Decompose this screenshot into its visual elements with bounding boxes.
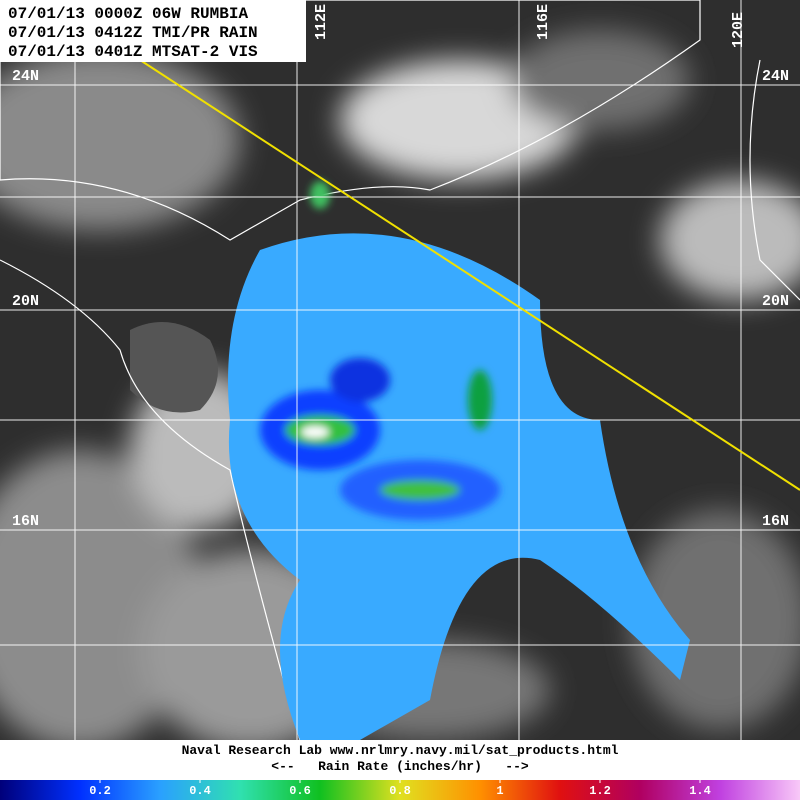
colorbar-tick-label: 1.4 [689, 784, 711, 798]
latitude-label: 20N [12, 293, 39, 310]
taiwan-coast [749, 59, 800, 301]
colorbar-tick-label: 1 [496, 784, 503, 798]
longitude-label: 116E [535, 4, 552, 40]
latitude-label: 16N [762, 513, 789, 530]
scale-caption: <-- Rain Rate (inches/hr) --> [271, 759, 529, 774]
colorbar-tick-label: 0.6 [289, 784, 311, 798]
rain-field [228, 181, 690, 741]
coastline [0, 259, 301, 741]
colorbar-tick-label: 0.4 [189, 784, 211, 798]
latitude-label: 24N [762, 68, 789, 85]
credit: Naval Research Lab www.nrlmry.navy.mil/s… [182, 743, 619, 758]
colorbar-tick-label: 1.2 [589, 784, 611, 798]
colorbar-tick-label: 0.8 [389, 784, 411, 798]
coastline [0, 0, 701, 241]
header-box [0, 0, 306, 62]
latitude-label: 24N [12, 68, 39, 85]
colorbar-tick-label: 0.2 [89, 784, 111, 798]
colorbar [0, 780, 800, 800]
latitude-label: 20N [762, 293, 789, 310]
header-line: 07/01/13 0000Z 06W RUMBIA [8, 5, 248, 23]
hainan [130, 322, 218, 413]
longitude-label: 120E [730, 12, 747, 48]
lat-lon-grid [0, 0, 800, 740]
header-line: 07/01/13 0401Z MTSAT-2 VIS [8, 43, 258, 61]
latitude-label: 16N [12, 513, 39, 530]
footer [0, 740, 800, 780]
longitude-label: 112E [313, 4, 330, 40]
satellite-track [139, 59, 800, 491]
header-line: 07/01/13 0412Z TMI/PR RAIN [8, 24, 258, 42]
